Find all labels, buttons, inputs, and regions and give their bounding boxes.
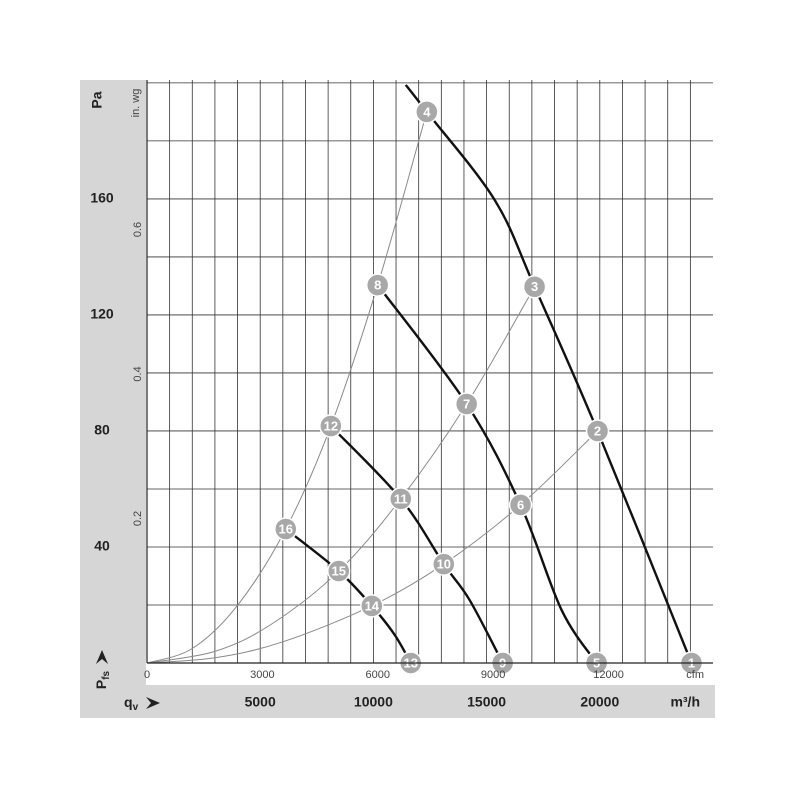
y-symbol-sub: fs <box>101 670 112 679</box>
y2-axis-label: in. wg <box>130 89 142 118</box>
y-tick-label: 120 <box>90 306 114 322</box>
operating-point <box>360 594 384 618</box>
y-symbol: Pfs <box>93 670 112 689</box>
left-band <box>80 80 146 718</box>
x2-tick-label: 0 <box>144 669 150 681</box>
operating-point <box>389 487 413 511</box>
x-symbol-main: q <box>124 694 133 710</box>
operating-point <box>319 414 343 438</box>
point-label: 8 <box>374 278 381 293</box>
y-axis-label: Pa <box>89 91 105 108</box>
x2-tick-label: 12000 <box>593 669 624 681</box>
operating-point <box>432 552 456 576</box>
point-label: 16 <box>279 521 293 536</box>
y-tick-label: 80 <box>94 422 110 438</box>
y2-tick-label: 0.2 <box>132 511 144 526</box>
operating-point <box>365 273 390 297</box>
y-arrow <box>96 650 108 664</box>
x-tick-label: 10000 <box>354 694 393 710</box>
x2-tick-label: 3000 <box>250 669 274 681</box>
operating-point <box>522 275 547 299</box>
system-curve <box>146 111 428 664</box>
point-label: 7 <box>463 396 470 411</box>
x2-axis-label: cfm <box>686 669 704 681</box>
point-label: 14 <box>365 598 380 613</box>
x2-tick-label: 9000 <box>481 669 505 681</box>
x-symbol-sub: v <box>133 702 139 713</box>
point-label: 2 <box>594 423 601 438</box>
point-label: 10 <box>437 557 451 572</box>
x-symbol: qv <box>124 694 139 713</box>
operating-point <box>327 559 351 583</box>
point-label: 15 <box>332 563 346 578</box>
point-label: 11 <box>394 491 408 506</box>
bottom-band <box>80 685 715 718</box>
x-tick-label: 15000 <box>467 694 506 710</box>
y-tick-label: 40 <box>94 538 110 554</box>
point-label: 4 <box>423 104 431 119</box>
plot-area <box>147 80 713 663</box>
x-tick-label: 5000 <box>245 694 276 710</box>
x-axis-label: m³/h <box>670 694 700 710</box>
x2-tick-label: 6000 <box>366 669 390 681</box>
grid <box>147 80 713 663</box>
point-label: 3 <box>531 279 538 294</box>
x-arrow <box>146 697 160 709</box>
operating-point <box>274 517 298 541</box>
operating-point <box>508 493 533 517</box>
y2-tick-label: 0.6 <box>132 222 144 237</box>
y-tick-label: 160 <box>90 190 114 206</box>
x-tick-label: 20000 <box>580 694 619 710</box>
operating-point <box>454 392 479 416</box>
operating-point <box>415 100 439 124</box>
point-label: 6 <box>517 497 524 512</box>
point-label: 12 <box>324 418 338 433</box>
y2-tick-label: 0.4 <box>132 366 144 381</box>
y-symbol-main: P <box>93 680 109 689</box>
operating-point <box>585 419 610 443</box>
